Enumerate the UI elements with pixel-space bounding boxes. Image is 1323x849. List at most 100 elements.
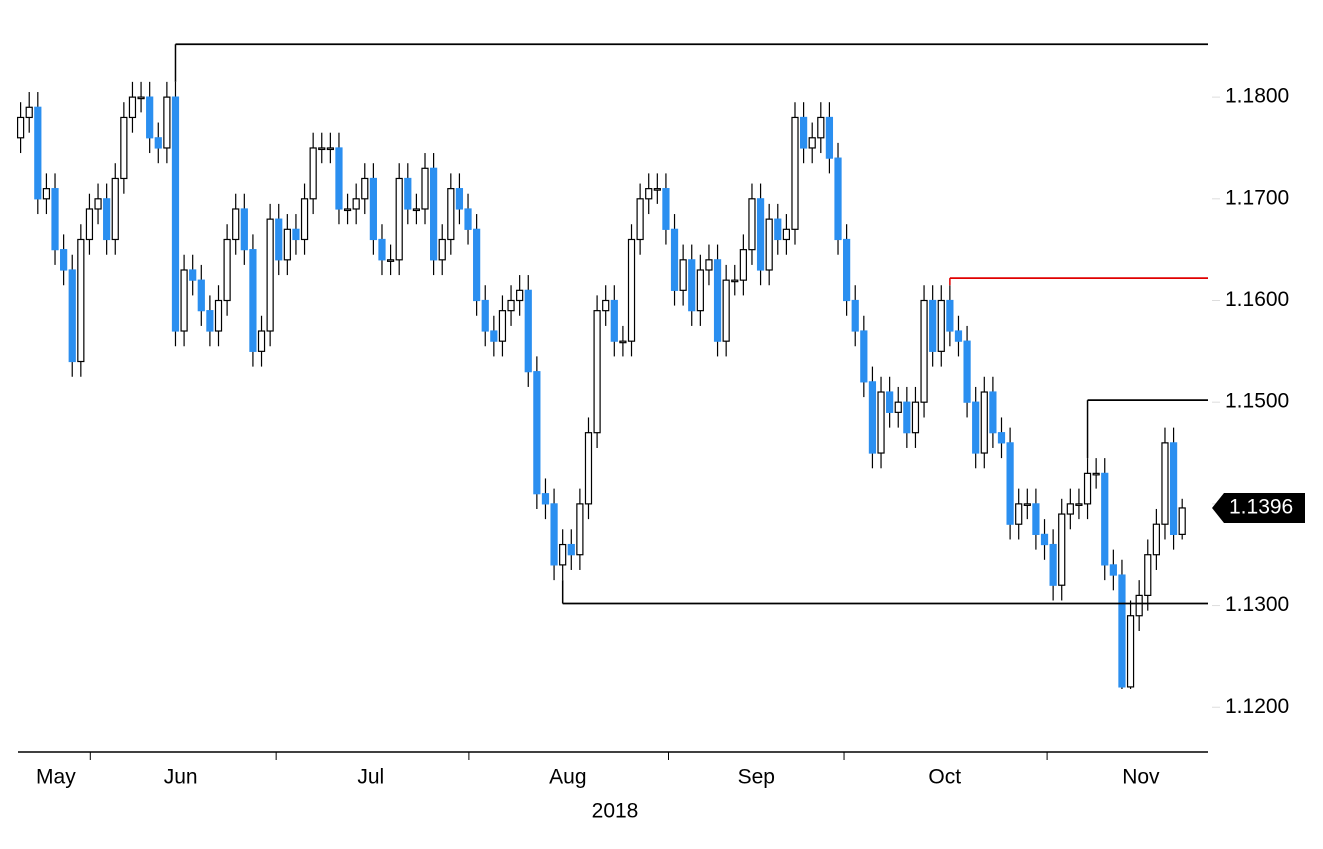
candle-body bbox=[300, 198, 309, 241]
candle-body bbox=[1152, 523, 1160, 556]
y-tick-label: 1.1200 bbox=[1225, 695, 1289, 718]
candle-body bbox=[886, 391, 894, 413]
candle-body bbox=[464, 208, 472, 230]
candle-body bbox=[163, 96, 171, 149]
candle-body bbox=[610, 299, 618, 342]
candle-body bbox=[309, 147, 317, 200]
candle-body bbox=[335, 147, 343, 210]
candle-body bbox=[774, 218, 782, 241]
candle-body bbox=[438, 238, 446, 261]
candle-body bbox=[16, 116, 25, 139]
candle-body bbox=[636, 198, 644, 241]
candle-body bbox=[748, 198, 756, 251]
candle-body bbox=[421, 167, 429, 210]
candle-body bbox=[223, 238, 231, 302]
candle-body bbox=[146, 96, 154, 139]
candle-body bbox=[817, 116, 825, 139]
candle-body bbox=[77, 238, 85, 363]
candle-body bbox=[1066, 503, 1074, 515]
candle-body bbox=[894, 401, 902, 413]
candle-body bbox=[283, 228, 291, 261]
x-tick-label: Oct bbox=[928, 766, 961, 789]
candle-body bbox=[705, 259, 713, 271]
candle-body bbox=[206, 310, 214, 332]
candle-body bbox=[662, 188, 670, 230]
x-tick-label: Jul bbox=[357, 766, 384, 789]
candle-body bbox=[868, 381, 877, 454]
candle-body bbox=[197, 279, 205, 312]
candle-body bbox=[507, 299, 515, 312]
candle-body bbox=[825, 116, 834, 159]
candle-body bbox=[189, 269, 197, 281]
candle-body bbox=[369, 177, 377, 241]
candle-body bbox=[1023, 503, 1031, 506]
candle-body bbox=[860, 330, 868, 383]
price-tag-label: 1.1396 bbox=[1229, 495, 1293, 518]
candle-body bbox=[292, 228, 300, 241]
candle-body bbox=[1118, 574, 1126, 688]
candle-body bbox=[214, 299, 223, 332]
candle-body bbox=[739, 249, 747, 281]
candle-body bbox=[473, 228, 481, 302]
x-tick-label: Nov bbox=[1122, 766, 1160, 789]
candle-body bbox=[851, 299, 859, 332]
candle-body bbox=[937, 299, 945, 352]
candle-body bbox=[782, 228, 790, 241]
candle-body bbox=[559, 543, 567, 566]
candle-body bbox=[498, 310, 507, 342]
candle-body bbox=[275, 218, 283, 261]
candle-body bbox=[1006, 442, 1014, 525]
candle-body bbox=[516, 289, 524, 302]
candle-body bbox=[954, 330, 963, 342]
candle-body bbox=[602, 299, 610, 312]
candle-body bbox=[232, 208, 240, 241]
candle-body bbox=[688, 259, 696, 312]
x-sublabel: 2018 bbox=[592, 800, 639, 823]
candle-body bbox=[1092, 472, 1100, 476]
candle-body bbox=[1083, 472, 1092, 505]
candle-body bbox=[318, 147, 326, 151]
candle-body bbox=[386, 259, 395, 262]
y-tick-label: 1.1300 bbox=[1225, 593, 1289, 616]
candle-body bbox=[1049, 543, 1057, 586]
candle-body bbox=[593, 310, 601, 434]
candle-body bbox=[972, 401, 980, 454]
candle-body bbox=[713, 259, 722, 342]
candle-body bbox=[696, 269, 704, 312]
candle-body bbox=[1161, 442, 1169, 525]
candle-body bbox=[1178, 507, 1186, 535]
y-tick-label: 1.1600 bbox=[1225, 288, 1289, 311]
candle-body bbox=[731, 279, 739, 283]
candle-body bbox=[1126, 615, 1135, 688]
candle-body bbox=[378, 238, 386, 261]
candle-body bbox=[843, 238, 851, 302]
candle-body bbox=[34, 106, 42, 200]
y-tick-label: 1.1800 bbox=[1225, 85, 1289, 108]
candle-body bbox=[68, 269, 76, 363]
candle-body bbox=[963, 340, 971, 403]
candle-body bbox=[51, 188, 59, 251]
candle-body bbox=[791, 116, 799, 230]
candle-body bbox=[249, 249, 257, 352]
candle-body bbox=[670, 228, 679, 291]
candle-body bbox=[42, 188, 51, 200]
candle-body bbox=[533, 371, 541, 495]
candle-body bbox=[128, 96, 137, 119]
candle-body bbox=[103, 198, 111, 241]
candle-body bbox=[645, 188, 653, 200]
y-tick-label: 1.1500 bbox=[1225, 390, 1289, 413]
candle-body bbox=[989, 391, 997, 434]
candle-body bbox=[1058, 513, 1066, 586]
candle-body bbox=[326, 147, 334, 151]
candle-body bbox=[808, 137, 816, 149]
candle-body bbox=[903, 401, 911, 434]
candle-body bbox=[1135, 594, 1143, 617]
candle-body bbox=[619, 340, 627, 344]
x-tick-label: Sep bbox=[738, 766, 775, 789]
candle-body bbox=[1032, 503, 1040, 535]
candle-body bbox=[481, 299, 489, 332]
candle-body bbox=[25, 106, 33, 119]
candle-body bbox=[490, 330, 498, 342]
y-tick-label: 1.1700 bbox=[1225, 186, 1289, 209]
